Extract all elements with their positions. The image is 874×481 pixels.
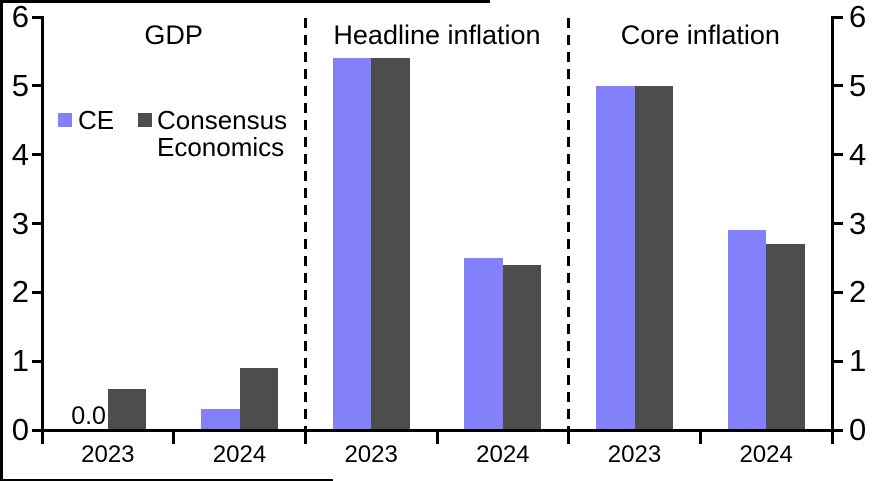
- panel-title: Core inflation: [620, 20, 780, 50]
- x-axis-tick: [830, 431, 834, 444]
- legend-label-ce: CE: [78, 105, 115, 135]
- bar-value-label: 0.0: [71, 402, 106, 430]
- x-axis-tick: [172, 431, 176, 444]
- panel-separator-dashed-line: [567, 18, 570, 430]
- y-axis-label-right: 2: [849, 274, 867, 310]
- bar: [464, 257, 503, 430]
- y-axis-label-right: 6: [849, 0, 867, 34]
- y-axis-label-left: 4: [11, 136, 29, 172]
- panel-title: GDP: [144, 20, 203, 50]
- x-axis-label: 2023: [607, 441, 662, 468]
- y-axis-label-right: 0: [849, 412, 867, 447]
- y-axis-tick-right: [833, 15, 843, 19]
- bar: [239, 368, 278, 430]
- panel-title: Headline inflation: [333, 20, 541, 50]
- screenshot-edge-bottom: [0, 478, 333, 481]
- y-axis-label-left: 0: [11, 412, 29, 447]
- y-axis-label-right: 5: [849, 67, 867, 103]
- x-axis-spine: [40, 428, 834, 432]
- y-axis-label-right: 3: [849, 205, 867, 241]
- y-axis-tick-right: [833, 359, 843, 363]
- y-axis-label-left: 2: [11, 274, 29, 310]
- bar: [634, 85, 673, 430]
- y-axis-label-left: 1: [11, 343, 29, 379]
- bar: [107, 388, 147, 430]
- bar: [766, 244, 805, 430]
- y-axis-tick-left: [31, 153, 41, 157]
- legend-label-consensus: Consensus Economics: [157, 105, 288, 162]
- y-axis-label-left: 5: [11, 67, 29, 103]
- x-axis-label: 2023: [344, 441, 398, 468]
- y-axis-label-left: 3: [11, 205, 29, 241]
- legend-swatch-ce: [58, 113, 72, 127]
- y-axis-tick-left: [31, 15, 41, 19]
- y-axis-tick-left: [31, 359, 41, 363]
- y-axis-tick-left: [31, 428, 41, 432]
- y-axis-tick-left: [31, 290, 41, 294]
- screenshot-edge-left: [0, 0, 3, 481]
- y-axis-label-right: 4: [849, 136, 867, 172]
- x-axis-label: 2024: [476, 441, 530, 468]
- x-axis-label: 2024: [212, 441, 267, 468]
- y-axis-tick-right: [833, 428, 843, 432]
- bar: [201, 409, 240, 430]
- y-axis-tick-left: [31, 222, 41, 225]
- y-axis-label-left: 6: [11, 0, 29, 34]
- y-axis-tick-right: [833, 290, 843, 294]
- legend-swatch-consensus: [138, 113, 152, 127]
- x-axis-tick: [567, 431, 571, 444]
- bar: [371, 58, 410, 430]
- y-axis-tick-right: [833, 84, 843, 88]
- x-axis-tick: [303, 431, 307, 444]
- y-axis-tick-right: [833, 222, 843, 225]
- y-axis-label-right: 1: [849, 343, 867, 379]
- y-axis-right-spine: [830, 15, 834, 432]
- x-axis-tick: [435, 431, 439, 444]
- bar: [596, 85, 635, 430]
- bar: [332, 58, 372, 430]
- x-axis-label: 2024: [739, 441, 793, 468]
- y-axis-tick-left: [31, 84, 41, 88]
- panel-separator-dashed-line: [304, 18, 307, 430]
- y-axis-tick-right: [833, 153, 843, 157]
- x-axis-tick: [698, 431, 702, 444]
- x-axis-label: 2023: [81, 441, 135, 468]
- screenshot-edge-top: [0, 0, 490, 3]
- bar: [502, 264, 542, 430]
- x-axis-tick: [40, 431, 44, 444]
- y-axis-left-spine: [40, 15, 44, 432]
- bar: [727, 230, 767, 430]
